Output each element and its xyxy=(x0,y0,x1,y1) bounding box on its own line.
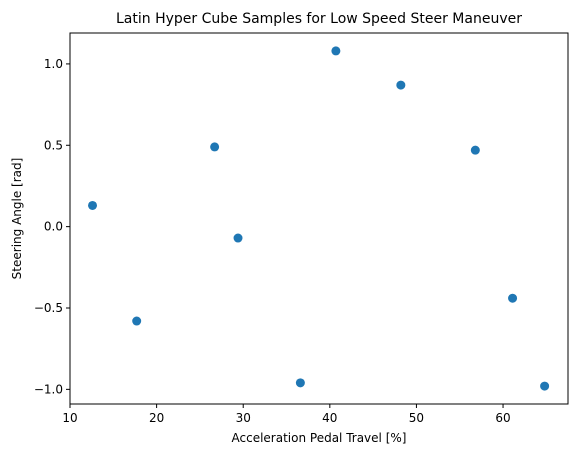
x-tick-label: 50 xyxy=(409,411,424,425)
data-point xyxy=(470,145,480,155)
x-tick-label: 20 xyxy=(149,411,164,425)
y-tick-label: 0.5 xyxy=(44,138,63,152)
x-tick-label: 10 xyxy=(62,411,77,425)
data-point xyxy=(233,233,243,243)
data-point xyxy=(508,293,518,303)
data-point xyxy=(396,80,406,90)
y-axis: −1.0 −0.5 0.0 0.5 1.0 xyxy=(34,57,70,396)
x-tick-label: 60 xyxy=(495,411,510,425)
data-point xyxy=(88,200,98,210)
y-axis-label: Steering Angle [rad] xyxy=(10,158,24,280)
x-axis-label: Acceleration Pedal Travel [%] xyxy=(232,431,407,445)
y-tick-label: −1.0 xyxy=(34,382,63,396)
data-points xyxy=(88,46,550,391)
data-point xyxy=(331,46,341,56)
y-tick-label: 0.0 xyxy=(44,220,63,234)
data-point xyxy=(210,142,220,152)
plot-frame xyxy=(69,32,569,405)
y-tick-label: −0.5 xyxy=(34,301,63,315)
data-point xyxy=(295,378,305,388)
data-point xyxy=(540,381,550,391)
x-axis: 10 20 30 40 50 60 xyxy=(62,404,511,425)
x-tick-label: 30 xyxy=(236,411,251,425)
y-tick-label: 1.0 xyxy=(44,57,63,71)
data-point xyxy=(132,316,142,326)
x-tick-label: 40 xyxy=(322,411,337,425)
chart-title: Latin Hyper Cube Samples for Low Speed S… xyxy=(116,11,522,27)
